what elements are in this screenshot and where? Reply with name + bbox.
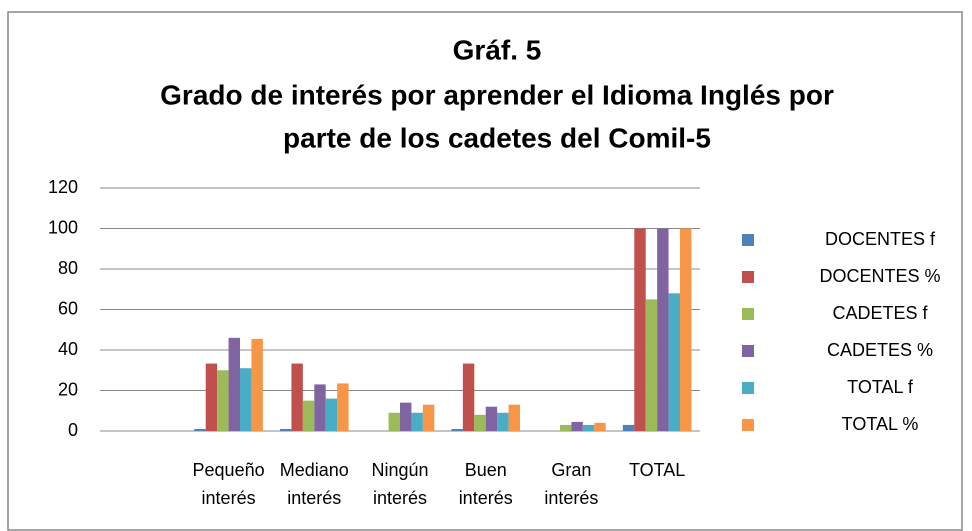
bar: [400, 402, 412, 431]
x-tick-label: Mediano interés: [280, 460, 349, 508]
bar: [422, 404, 435, 431]
bar: [680, 228, 692, 431]
bar: [474, 414, 486, 431]
legend-marker: [742, 419, 754, 431]
legend-marker: [742, 308, 754, 320]
bar: [462, 363, 475, 431]
chart-title: Gráf. 5: [453, 34, 542, 65]
bar: [388, 412, 400, 431]
chart-title: parte de los cadetes del Comil-5: [283, 122, 711, 153]
y-tick-label: 40: [58, 339, 78, 359]
bar: [497, 412, 509, 431]
bar: [314, 384, 326, 431]
bar: [485, 406, 498, 431]
bar: [645, 299, 658, 431]
bar: [325, 398, 338, 431]
y-tick-label: 120: [48, 177, 78, 197]
bar: [411, 412, 423, 431]
bar: [594, 422, 606, 431]
legend-marker: [742, 382, 754, 394]
legend-label: DOCENTES %: [819, 266, 940, 286]
legend-marker: [742, 234, 754, 246]
bar: [668, 293, 680, 431]
legend-marker: [742, 345, 754, 357]
legend-marker: [742, 271, 754, 283]
x-tick-label: Ningún interés: [371, 460, 428, 508]
bar: [560, 424, 572, 431]
bar: [634, 228, 646, 431]
chart-title: Grado de interés por aprender el Idioma …: [160, 79, 834, 110]
bar: [302, 400, 315, 431]
bar: [451, 428, 463, 431]
bar: [240, 368, 252, 431]
y-tick-label: 20: [58, 379, 78, 399]
y-tick-label: 0: [68, 420, 78, 440]
bar: [194, 428, 206, 431]
chart-border: [7, 11, 963, 531]
bar: [582, 424, 595, 431]
x-tick-label: Pequeño interés: [193, 460, 265, 508]
x-tick-label: Buen interés: [459, 460, 513, 508]
y-tick-label: 60: [58, 298, 78, 318]
y-tick-label: 100: [48, 217, 78, 237]
bar: [622, 424, 635, 431]
bar: [217, 370, 229, 431]
legend-label: CADETES %: [827, 340, 933, 360]
bar: [205, 363, 218, 431]
bar: [228, 337, 240, 431]
bar: [337, 383, 349, 431]
bar: [508, 404, 520, 431]
legend-label: CADETES f: [832, 303, 928, 323]
bar: [571, 421, 583, 431]
bar: [657, 228, 669, 431]
bar: [251, 338, 263, 431]
y-tick-label: 80: [58, 258, 78, 278]
bar: [291, 363, 303, 431]
legend-label: TOTAL %: [842, 414, 919, 434]
x-tick-label: TOTAL: [629, 460, 685, 480]
legend-label: TOTAL f: [847, 377, 914, 397]
legend-label: DOCENTES f: [825, 229, 936, 249]
bar: [280, 428, 292, 431]
x-tick-label: Gran interés: [544, 460, 598, 508]
